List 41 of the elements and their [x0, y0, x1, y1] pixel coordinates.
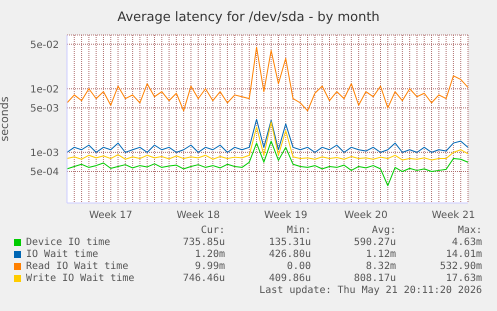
x-tick-label: Week 19 — [264, 210, 308, 222]
text: 4.63m — [452, 237, 482, 248]
text: Min: — [286, 225, 311, 236]
text: 409.86u — [268, 273, 311, 284]
text: Cur: — [200, 225, 225, 236]
text: 746.46u — [182, 273, 225, 284]
x-tick-label: Week 20 — [344, 210, 388, 222]
line-series — [66, 122, 468, 160]
text: 9.99m — [194, 261, 225, 272]
text: 135.31u — [268, 237, 311, 248]
text: Max: — [458, 225, 482, 236]
text: Avg: — [372, 225, 396, 236]
x-tick-label: Week 18 — [176, 210, 220, 222]
line-series — [66, 118, 468, 153]
line-series — [66, 46, 468, 112]
text: 426.80u — [268, 249, 311, 260]
y-tick-label: 5e-04 — [30, 167, 59, 178]
chart-title: Average latency for /dev/sda - by month — [116, 10, 381, 25]
text: 808.17u — [354, 273, 396, 284]
text: 1.20m — [194, 249, 225, 260]
text: 17.63m — [446, 273, 482, 284]
legend-label: IO Wait time — [26, 249, 98, 260]
line-series — [66, 140, 468, 186]
legend-label: Device IO time — [26, 237, 110, 248]
text: 1.12m — [366, 249, 396, 260]
text: 0.00 — [286, 261, 311, 272]
x-tick-label: Week 21 — [432, 210, 476, 222]
text: 14.01m — [446, 249, 482, 260]
y-tick-label: 1e-02 — [30, 84, 59, 96]
y-axis-title: seconds — [0, 96, 11, 142]
y-tick-label: 5e-02 — [30, 40, 59, 51]
x-tick-label: Week 17 — [89, 210, 132, 222]
text: 735.85u — [182, 237, 225, 248]
legend-label: Read IO Wait time — [26, 261, 128, 272]
y-tick-label: 1e-03 — [30, 148, 59, 159]
y-tick-label: 5e-03 — [30, 103, 59, 114]
text: 590.27u — [354, 237, 396, 248]
text: 532.90m — [440, 261, 482, 272]
legend-label: Write IO Wait time — [26, 273, 134, 284]
text: Last update: Thu May 21 20:11:20 2026 — [259, 285, 482, 296]
text: 8.32m — [366, 261, 396, 272]
